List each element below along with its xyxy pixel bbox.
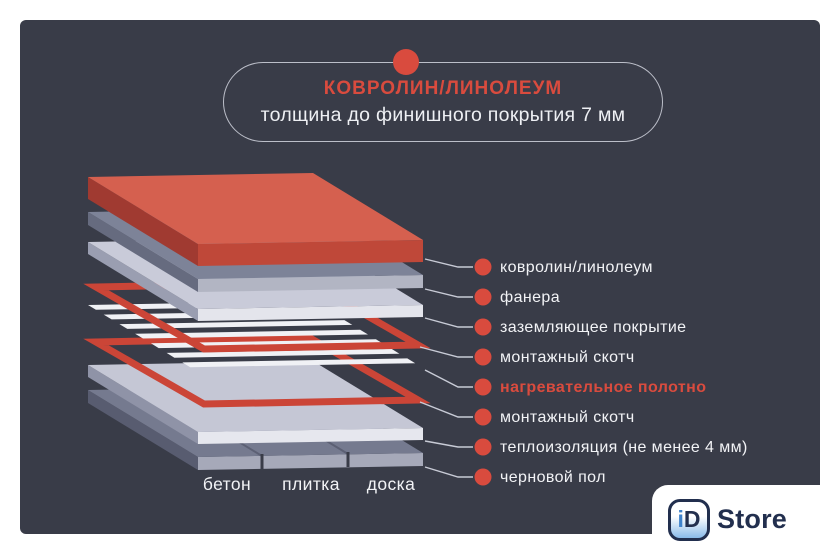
layer-7-teploizolyatsiya — [88, 361, 423, 444]
layer-label-kovrolin: ковролин/линолеум — [500, 259, 653, 276]
front-face — [198, 305, 423, 321]
header-pill: КОВРОЛИН/ЛИНОЛЕУМ толщина до финишного п… — [223, 62, 663, 142]
film-stripe — [135, 329, 368, 339]
layer-label-zazemlenie: заземляющее покрытие — [500, 319, 686, 336]
left-face — [88, 390, 198, 470]
top-face — [88, 173, 423, 244]
layer-label-chernovoy-pol: черновой пол — [500, 469, 606, 486]
film-stripe — [166, 348, 400, 358]
leader-line — [424, 317, 473, 328]
film-stripe — [119, 320, 353, 329]
layer-label-skotch-1: монтажный скотч — [500, 349, 635, 366]
base-label-plitka: плитка — [282, 474, 340, 494]
left-face — [88, 212, 198, 292]
leader-line — [424, 440, 473, 448]
callout-dot — [474, 408, 492, 426]
page-subtitle: толщина до финишного покрытия 7 мм — [260, 104, 626, 126]
base-label-beton: бетон — [203, 474, 251, 494]
callout-dot — [474, 468, 492, 486]
leader-line — [424, 258, 473, 268]
callout-dot — [474, 288, 492, 306]
callout-dot — [474, 378, 492, 396]
leader-line — [419, 346, 473, 358]
logo-badge-i: i — [677, 506, 684, 532]
callout-dot — [474, 438, 492, 456]
layer-label-fanera: фанера — [500, 289, 560, 306]
front-face — [198, 453, 423, 470]
top-face — [88, 361, 423, 432]
front-face — [198, 275, 423, 292]
leader-lines — [419, 258, 473, 478]
layer-label-polotno: нагревательное полотно — [500, 379, 706, 396]
front-face — [198, 240, 423, 266]
layer-label-skotch-2: монтажный скотч — [500, 409, 635, 426]
leader-line — [424, 369, 473, 388]
left-face — [88, 177, 198, 266]
film-stripe — [182, 358, 416, 368]
callout-dot — [474, 318, 492, 336]
front-face — [198, 428, 423, 444]
callout-dot — [474, 258, 492, 276]
left-face — [88, 365, 198, 444]
leader-line — [419, 401, 473, 418]
page-title: КОВРОЛИН/ЛИНОЛЕУМ — [323, 78, 563, 99]
id-store-logo-text: Store — [717, 504, 788, 534]
left-face — [88, 242, 198, 321]
base-label-doska: доска — [367, 474, 415, 494]
leader-line — [424, 288, 473, 298]
callout-dots — [474, 258, 492, 486]
layer-6-montazhny-skotch-frame — [83, 334, 431, 408]
logo-badge-d: D — [683, 506, 701, 532]
layer-label-teploizolyatsiya: теплоизоляция (не менее 4 мм) — [500, 439, 748, 456]
layer-1-kovrolin-linoleum — [88, 173, 423, 266]
leader-line — [424, 466, 473, 478]
callout-dot — [474, 348, 492, 366]
pill-top-dot — [393, 49, 419, 75]
